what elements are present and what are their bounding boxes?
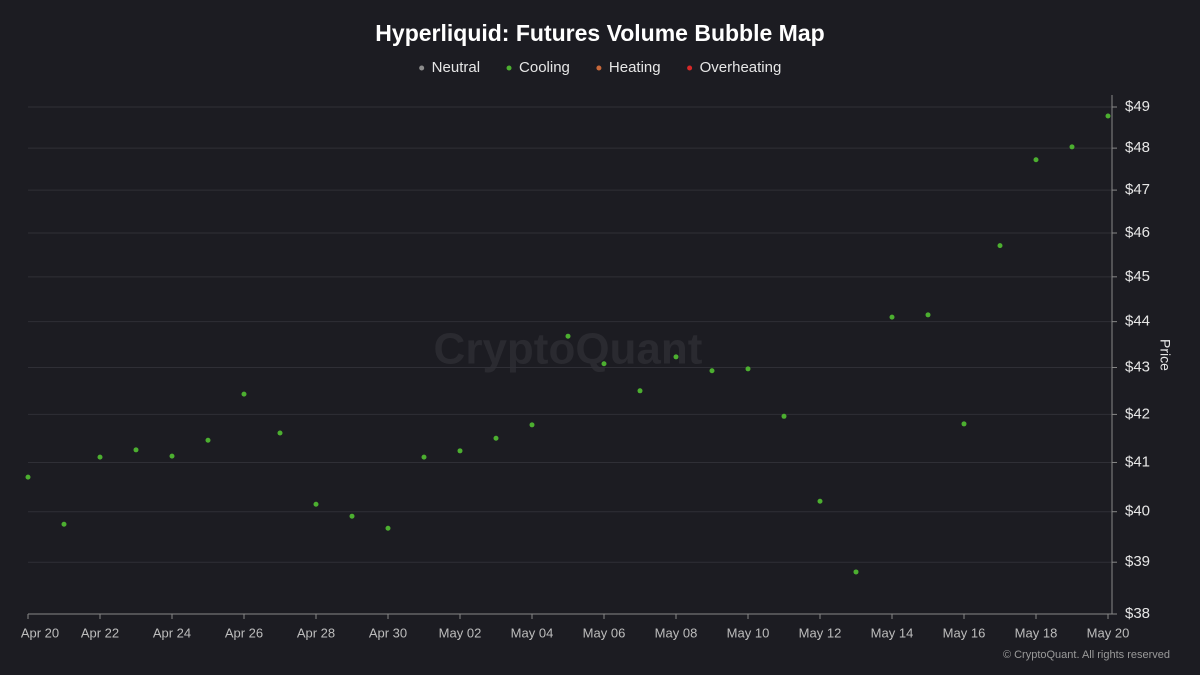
point bbox=[781, 413, 787, 419]
legend: Neutral Cooling Heating Overheating bbox=[419, 59, 781, 76]
y-tick-label: $44 bbox=[1125, 313, 1150, 330]
point bbox=[925, 312, 931, 318]
point bbox=[61, 521, 67, 527]
point bbox=[97, 454, 103, 460]
point bbox=[709, 368, 715, 374]
point bbox=[133, 447, 139, 453]
x-tick-label: May 16 bbox=[943, 625, 986, 640]
point bbox=[421, 454, 427, 460]
x-tick-label: May 18 bbox=[1015, 625, 1058, 640]
y-axis-label: Price bbox=[1157, 339, 1173, 371]
y-tick-label: $47 bbox=[1125, 181, 1150, 198]
x-tick-label: May 20 bbox=[1087, 625, 1130, 640]
x-tick-label: May 10 bbox=[727, 625, 770, 640]
chart-title: Hyperliquid: Futures Volume Bubble Map bbox=[375, 20, 824, 46]
legend-marker bbox=[506, 65, 512, 71]
x-tick-label: Apr 28 bbox=[297, 625, 335, 640]
legend-label: Cooling bbox=[519, 59, 570, 76]
y-tick-label: $40 bbox=[1125, 503, 1150, 520]
point bbox=[493, 435, 499, 441]
copyright: © CryptoQuant. All rights reserved bbox=[1003, 649, 1170, 661]
x-tick-label: May 14 bbox=[871, 625, 914, 640]
point bbox=[1069, 144, 1075, 150]
x-tick-label: May 02 bbox=[439, 625, 482, 640]
legend-marker bbox=[596, 65, 602, 71]
point bbox=[745, 366, 751, 372]
point bbox=[529, 422, 535, 428]
point bbox=[205, 437, 211, 443]
y-tick-label: $46 bbox=[1125, 224, 1150, 241]
y-tick-label: $41 bbox=[1125, 453, 1150, 470]
x-tick-label: Apr 26 bbox=[225, 625, 263, 640]
point bbox=[997, 243, 1003, 249]
point bbox=[817, 498, 823, 504]
x-tick-label: Apr 22 bbox=[81, 625, 119, 640]
point bbox=[457, 448, 463, 454]
point bbox=[349, 513, 355, 519]
x-tick-label: May 08 bbox=[655, 625, 698, 640]
legend-label: Neutral bbox=[432, 59, 480, 76]
x-tick-label: Apr 24 bbox=[153, 625, 191, 640]
y-tick-label: $48 bbox=[1125, 139, 1150, 156]
y-tick-label: $38 bbox=[1125, 605, 1150, 622]
point bbox=[673, 354, 679, 360]
point bbox=[961, 421, 967, 427]
x-tick-label: May 04 bbox=[511, 625, 554, 640]
point bbox=[1033, 157, 1039, 163]
legend-marker bbox=[687, 65, 693, 71]
x-tick-label: Apr 20 bbox=[21, 625, 59, 640]
point bbox=[25, 474, 31, 480]
watermark: CryptoQuant bbox=[434, 325, 703, 374]
x-tick-label: May 12 bbox=[799, 625, 842, 640]
point bbox=[853, 569, 859, 575]
point bbox=[313, 501, 319, 507]
point bbox=[637, 388, 643, 394]
x-tick-label: Apr 30 bbox=[369, 625, 407, 640]
point bbox=[385, 525, 391, 531]
y-tick-label: $45 bbox=[1125, 268, 1150, 285]
point bbox=[601, 361, 607, 367]
y-tick-label: $42 bbox=[1125, 405, 1150, 422]
point bbox=[1105, 113, 1111, 119]
x-tick-label: May 06 bbox=[583, 625, 626, 640]
y-tick-label: $39 bbox=[1125, 553, 1150, 570]
point bbox=[169, 453, 175, 459]
y-tick-label: $49 bbox=[1125, 98, 1150, 115]
point bbox=[889, 314, 895, 320]
legend-label: Overheating bbox=[700, 59, 782, 76]
point bbox=[565, 333, 571, 339]
point bbox=[241, 391, 247, 397]
legend-label: Heating bbox=[609, 59, 661, 76]
legend-marker bbox=[419, 65, 425, 71]
y-tick-label: $43 bbox=[1125, 358, 1150, 375]
point bbox=[277, 430, 283, 436]
